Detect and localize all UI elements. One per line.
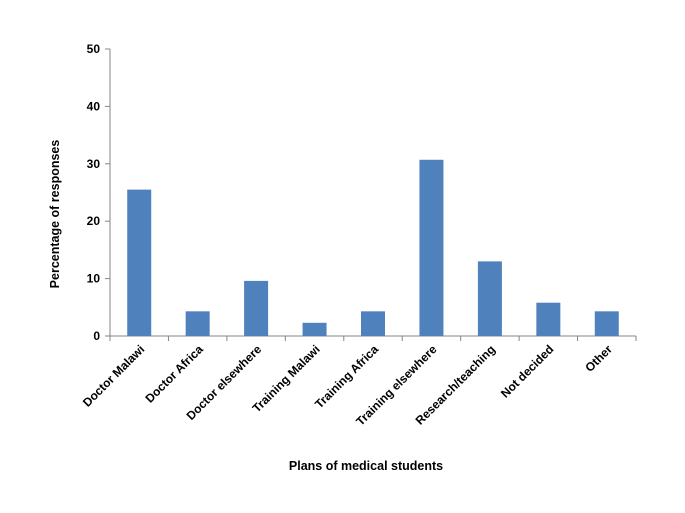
bar	[536, 302, 561, 336]
y-tick-label: 10	[87, 272, 101, 286]
x-tick-label: Not decided	[498, 342, 556, 400]
bar	[185, 311, 210, 336]
x-tick-label: Doctor Malawi	[80, 342, 147, 409]
x-tick-label: Doctor Africa	[142, 342, 206, 406]
y-tick-label: 50	[87, 42, 101, 56]
bars	[127, 159, 619, 336]
x-tick-label: Other	[582, 342, 615, 375]
bar	[127, 189, 152, 336]
bar	[477, 261, 502, 336]
bar	[244, 280, 269, 336]
x-axis-title: Plans of medical students	[289, 459, 443, 473]
y-tick-label: 40	[87, 99, 101, 113]
y-tick-label: 20	[87, 214, 101, 228]
x-axis	[109, 335, 637, 341]
bar	[594, 311, 619, 336]
bar	[302, 322, 327, 336]
y-tick-label: 0	[93, 329, 100, 343]
y-axis: 0 10 20 30 40 50	[87, 42, 111, 343]
y-tick-label: 30	[87, 157, 101, 171]
bar	[361, 311, 385, 336]
y-axis-title: Percentage of responses	[48, 140, 62, 289]
bar	[419, 159, 444, 336]
